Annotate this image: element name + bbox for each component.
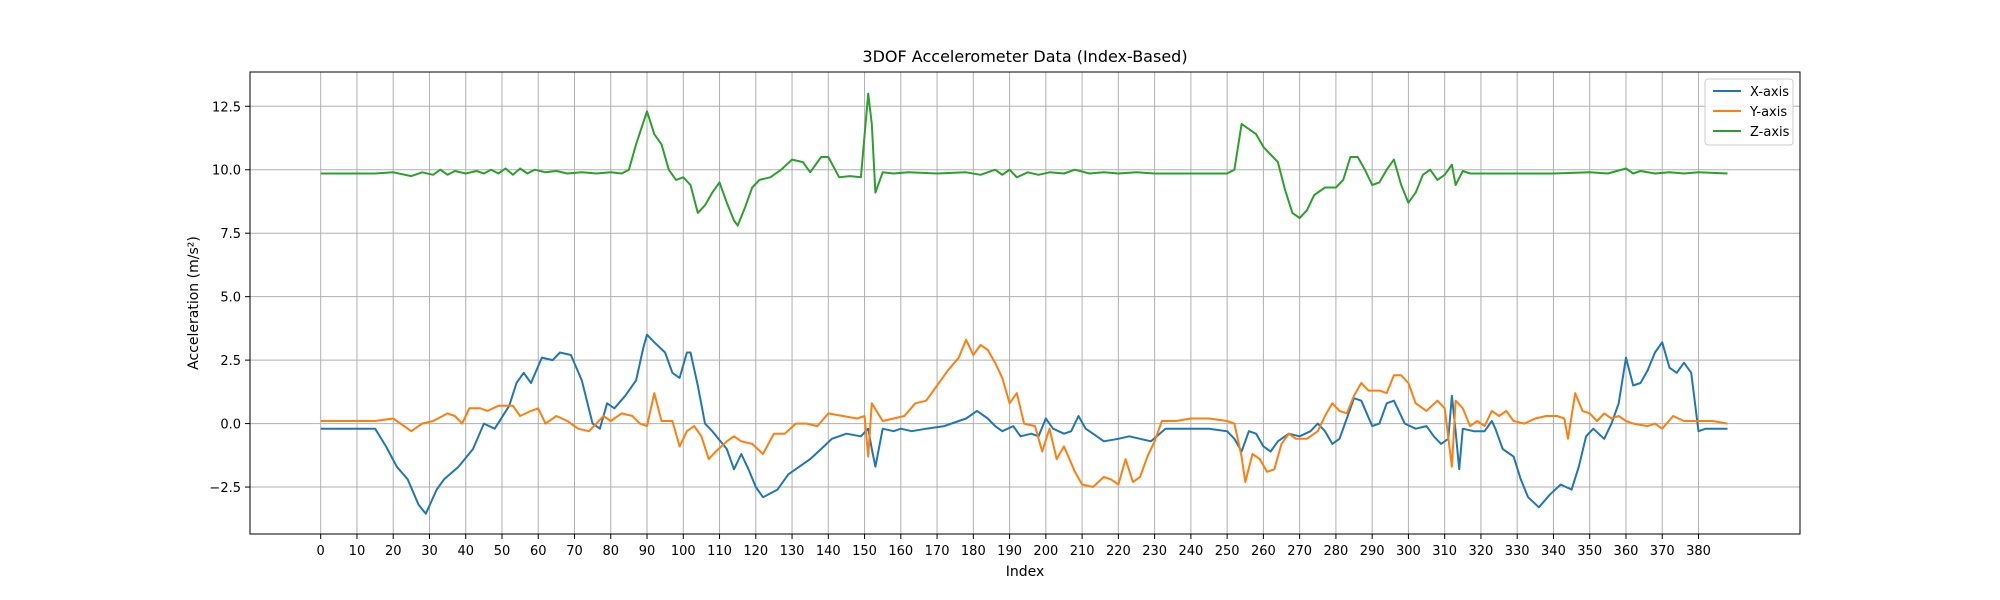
x-tick-label: 310	[1432, 544, 1457, 559]
y-tick-label: 12.5	[212, 100, 241, 115]
x-axis-title: Index	[1006, 564, 1045, 580]
x-tick-label: 50	[494, 544, 511, 559]
x-tick-label: 320	[1469, 544, 1494, 559]
x-tick-label: 200	[1033, 544, 1058, 559]
x-tick-label: 380	[1686, 544, 1711, 559]
x-tick-label: 20	[385, 544, 402, 559]
x-tick-label: 180	[961, 544, 986, 559]
x-tick-label: 270	[1287, 544, 1312, 559]
x-tick-label: 70	[566, 544, 583, 559]
x-tick-label: 290	[1360, 544, 1385, 559]
x-tick-label: 110	[707, 544, 732, 559]
x-tick-label: 80	[602, 544, 619, 559]
x-tick-label: 350	[1577, 544, 1602, 559]
x-tick-label: 300	[1396, 544, 1421, 559]
x-tick-label: 40	[457, 544, 474, 559]
x-tick-label: 210	[1070, 544, 1095, 559]
x-tick-label: 370	[1650, 544, 1675, 559]
x-axis-ticks: 0 10 20 30 40 50 60 70 80 90 100 110 120 130 140 150 160…	[317, 534, 1711, 559]
x-tick-label: 130	[780, 544, 805, 559]
legend: X-axis Y-axis Z-axis	[1704, 78, 1794, 146]
grid	[250, 72, 1800, 534]
x-tick-label: 220	[1106, 544, 1131, 559]
y-tick-label: 0.0	[220, 418, 241, 433]
x-tick-label: 10	[349, 544, 366, 559]
series-line-y-axis	[320, 338, 1728, 488]
x-tick-label: 120	[743, 544, 768, 559]
legend-box	[1704, 78, 1794, 146]
x-tick-label: 30	[421, 544, 438, 559]
x-tick-label: 330	[1505, 544, 1530, 559]
y-tick-label: 2.5	[220, 354, 241, 369]
x-tick-label: 60	[530, 544, 547, 559]
x-tick-label: 90	[639, 544, 656, 559]
x-tick-label: 0	[317, 544, 325, 559]
x-tick-label: 260	[1251, 544, 1276, 559]
series-lines	[320, 92, 1728, 515]
x-tick-label: 360	[1614, 544, 1639, 559]
chart-title: 3DOF Accelerometer Data (Index-Based)	[862, 47, 1187, 66]
x-tick-label: 340	[1541, 544, 1566, 559]
x-tick-label: 150	[852, 544, 877, 559]
y-axis-title: Acceleration (m/s²)	[186, 236, 202, 370]
x-tick-label: 240	[1178, 544, 1203, 559]
y-tick-label: 7.5	[220, 227, 241, 242]
x-tick-label: 160	[888, 544, 913, 559]
x-tick-label: 170	[925, 544, 950, 559]
y-tick-label: 5.0	[220, 291, 241, 306]
legend-label-y-axis: Y-axis	[1749, 105, 1787, 120]
series-line-z-axis	[320, 92, 1728, 227]
plot-frame	[249, 71, 1801, 535]
x-tick-label: 100	[671, 544, 696, 559]
series-line-x-axis	[320, 333, 1728, 515]
x-tick-label: 280	[1323, 544, 1348, 559]
x-tick-label: 250	[1215, 544, 1240, 559]
x-tick-label: 140	[816, 544, 841, 559]
x-tick-label: 190	[997, 544, 1022, 559]
y-axis-ticks: −2.5 0.0 2.5 5.0 7.5 10.0 12.5	[209, 100, 250, 496]
x-tick-label: 230	[1142, 544, 1167, 559]
y-tick-label: 10.0	[212, 164, 241, 179]
legend-label-x-axis: X-axis	[1750, 85, 1789, 100]
y-tick-label: −2.5	[209, 481, 241, 496]
legend-label-z-axis: Z-axis	[1750, 125, 1790, 140]
